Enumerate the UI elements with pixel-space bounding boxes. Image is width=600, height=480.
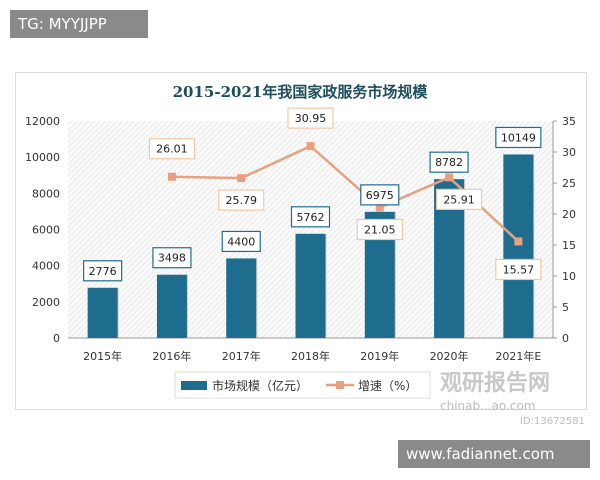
left-tick-label: 2000: [32, 296, 60, 309]
left-tick-label: 0: [53, 332, 60, 345]
x-tick-label: 2021年E: [495, 349, 541, 363]
left-tick-label: 6000: [32, 224, 60, 237]
growth-value-label: 30.95: [295, 112, 327, 125]
right-tick-label: 25: [562, 177, 576, 190]
growth-value-label-box: [287, 107, 334, 129]
bar-value-label: 4400: [227, 235, 255, 248]
right-tick-label: 15: [562, 239, 576, 252]
legend-line-label: 增速（%）: [358, 379, 417, 393]
growth-line: [171, 144, 520, 243]
growth-value-label-box: [495, 258, 542, 281]
bar-value-label-box: [495, 126, 542, 149]
bar: [87, 287, 118, 338]
watermark-site: chinab...ao.com: [440, 399, 536, 413]
bar-value-label: 5762: [297, 211, 325, 224]
growth-marker: [445, 173, 454, 182]
bar-value-label: 6975: [366, 189, 394, 202]
legend-line-marker: [336, 381, 344, 389]
top-tag: TG: MYYJJPP: [10, 10, 148, 38]
bar: [156, 274, 187, 338]
left-tick-label: 10000: [25, 151, 60, 164]
bar-value-label-box: [429, 151, 469, 173]
growth-value-label: 15.57: [503, 263, 535, 276]
bar: [503, 154, 534, 338]
bar-value-label-box: [290, 206, 331, 228]
bar-value-label: 8782: [435, 156, 463, 169]
bar-value-label: 10149: [501, 131, 536, 144]
bottom-tag: www.fadiannet.com: [398, 440, 590, 468]
growth-value-label-box: [148, 138, 196, 160]
right-tick-label: 0: [562, 332, 569, 345]
watermark-brand: 观研报告网: [440, 371, 551, 396]
x-tick-label: 2019年: [360, 349, 399, 363]
legend-bar-swatch: [181, 381, 207, 390]
right-tick-label: 5: [562, 301, 569, 314]
bar: [226, 258, 257, 338]
growth-value-label: 25.91: [443, 193, 475, 206]
bar-value-label-box: [360, 184, 400, 206]
left-tick-label: 8000: [32, 187, 60, 200]
x-tick-label: 2018年: [291, 349, 330, 363]
growth-value-label: 25.79: [225, 194, 257, 207]
growth-marker: [167, 172, 176, 181]
growth-value-label: 21.05: [364, 223, 396, 236]
left-tick-label: 4000: [32, 260, 60, 273]
left-tick-label: 12000: [25, 115, 60, 128]
growth-marker: [514, 237, 523, 246]
growth-value-label-box: [218, 189, 265, 211]
growth-value-label: 26.01: [156, 143, 188, 156]
bar: [295, 233, 326, 338]
right-tick-label: 20: [562, 208, 576, 221]
growth-marker: [306, 142, 315, 151]
x-tick-label: 2020年: [430, 349, 469, 363]
right-tick-label: 30: [562, 146, 576, 159]
right-tick-label: 35: [562, 115, 576, 128]
chart-frame: [15, 72, 587, 410]
bar-value-label-box: [83, 260, 123, 282]
growth-marker: [237, 174, 246, 183]
growth-value-label-box: [435, 188, 483, 210]
chart-title: 2015-2021年我国家政服务市场规模: [173, 83, 429, 101]
growth-value-label-box: [356, 218, 403, 241]
bar-value-label: 3498: [158, 252, 186, 265]
right-tick-label: 10: [562, 270, 576, 283]
bar-value-label-box: [221, 230, 261, 253]
growth-marker: [375, 203, 384, 212]
x-tick-label: 2016年: [152, 349, 191, 363]
x-tick-label: 2017年: [222, 349, 261, 363]
x-tick-label: 2015年: [83, 349, 122, 363]
legend-box: [174, 371, 431, 399]
bar-value-label-box: [152, 247, 192, 269]
watermark-id: ID:13672581: [520, 416, 585, 427]
legend-bar-label: 市场规模（亿元）: [212, 378, 308, 393]
bar-value-label: 2776: [89, 265, 117, 278]
